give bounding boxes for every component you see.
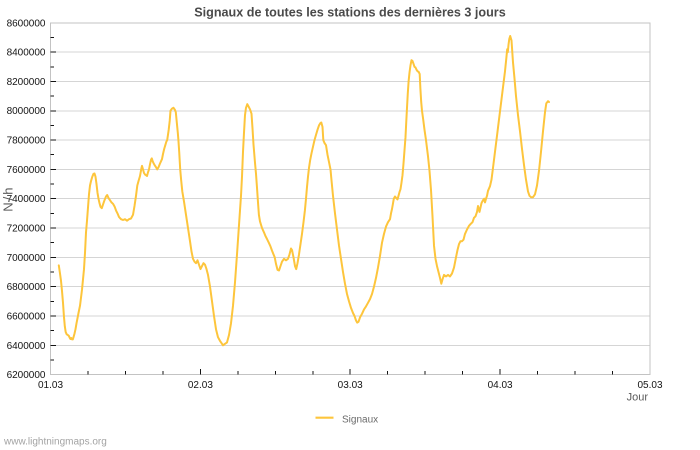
svg-text:6400000: 6400000 [7, 341, 46, 352]
svg-text:Jour: Jour [627, 392, 649, 404]
svg-text:8600000: 8600000 [7, 18, 46, 29]
svg-text:N/h: N/h [1, 186, 16, 212]
svg-text:7200000: 7200000 [7, 224, 46, 235]
svg-text:www.lightningmaps.org: www.lightningmaps.org [3, 437, 107, 448]
svg-text:02.03: 02.03 [188, 380, 213, 391]
svg-text:8000000: 8000000 [7, 106, 46, 117]
svg-text:Signaux: Signaux [342, 415, 378, 426]
svg-text:Signaux de toutes les stations: Signaux de toutes les stations des derni… [194, 6, 505, 20]
svg-text:7400000: 7400000 [7, 194, 46, 205]
svg-text:6800000: 6800000 [7, 282, 46, 293]
svg-text:01.03: 01.03 [38, 380, 63, 391]
svg-text:7000000: 7000000 [7, 253, 46, 264]
svg-text:04.03: 04.03 [488, 380, 513, 391]
svg-text:03.03: 03.03 [338, 380, 363, 391]
svg-text:7800000: 7800000 [7, 136, 46, 147]
svg-text:7600000: 7600000 [7, 165, 46, 176]
svg-text:6600000: 6600000 [7, 312, 46, 323]
svg-text:05.03: 05.03 [637, 380, 662, 391]
svg-text:8200000: 8200000 [7, 77, 46, 88]
svg-text:6200000: 6200000 [7, 370, 46, 381]
svg-text:8400000: 8400000 [7, 48, 46, 59]
